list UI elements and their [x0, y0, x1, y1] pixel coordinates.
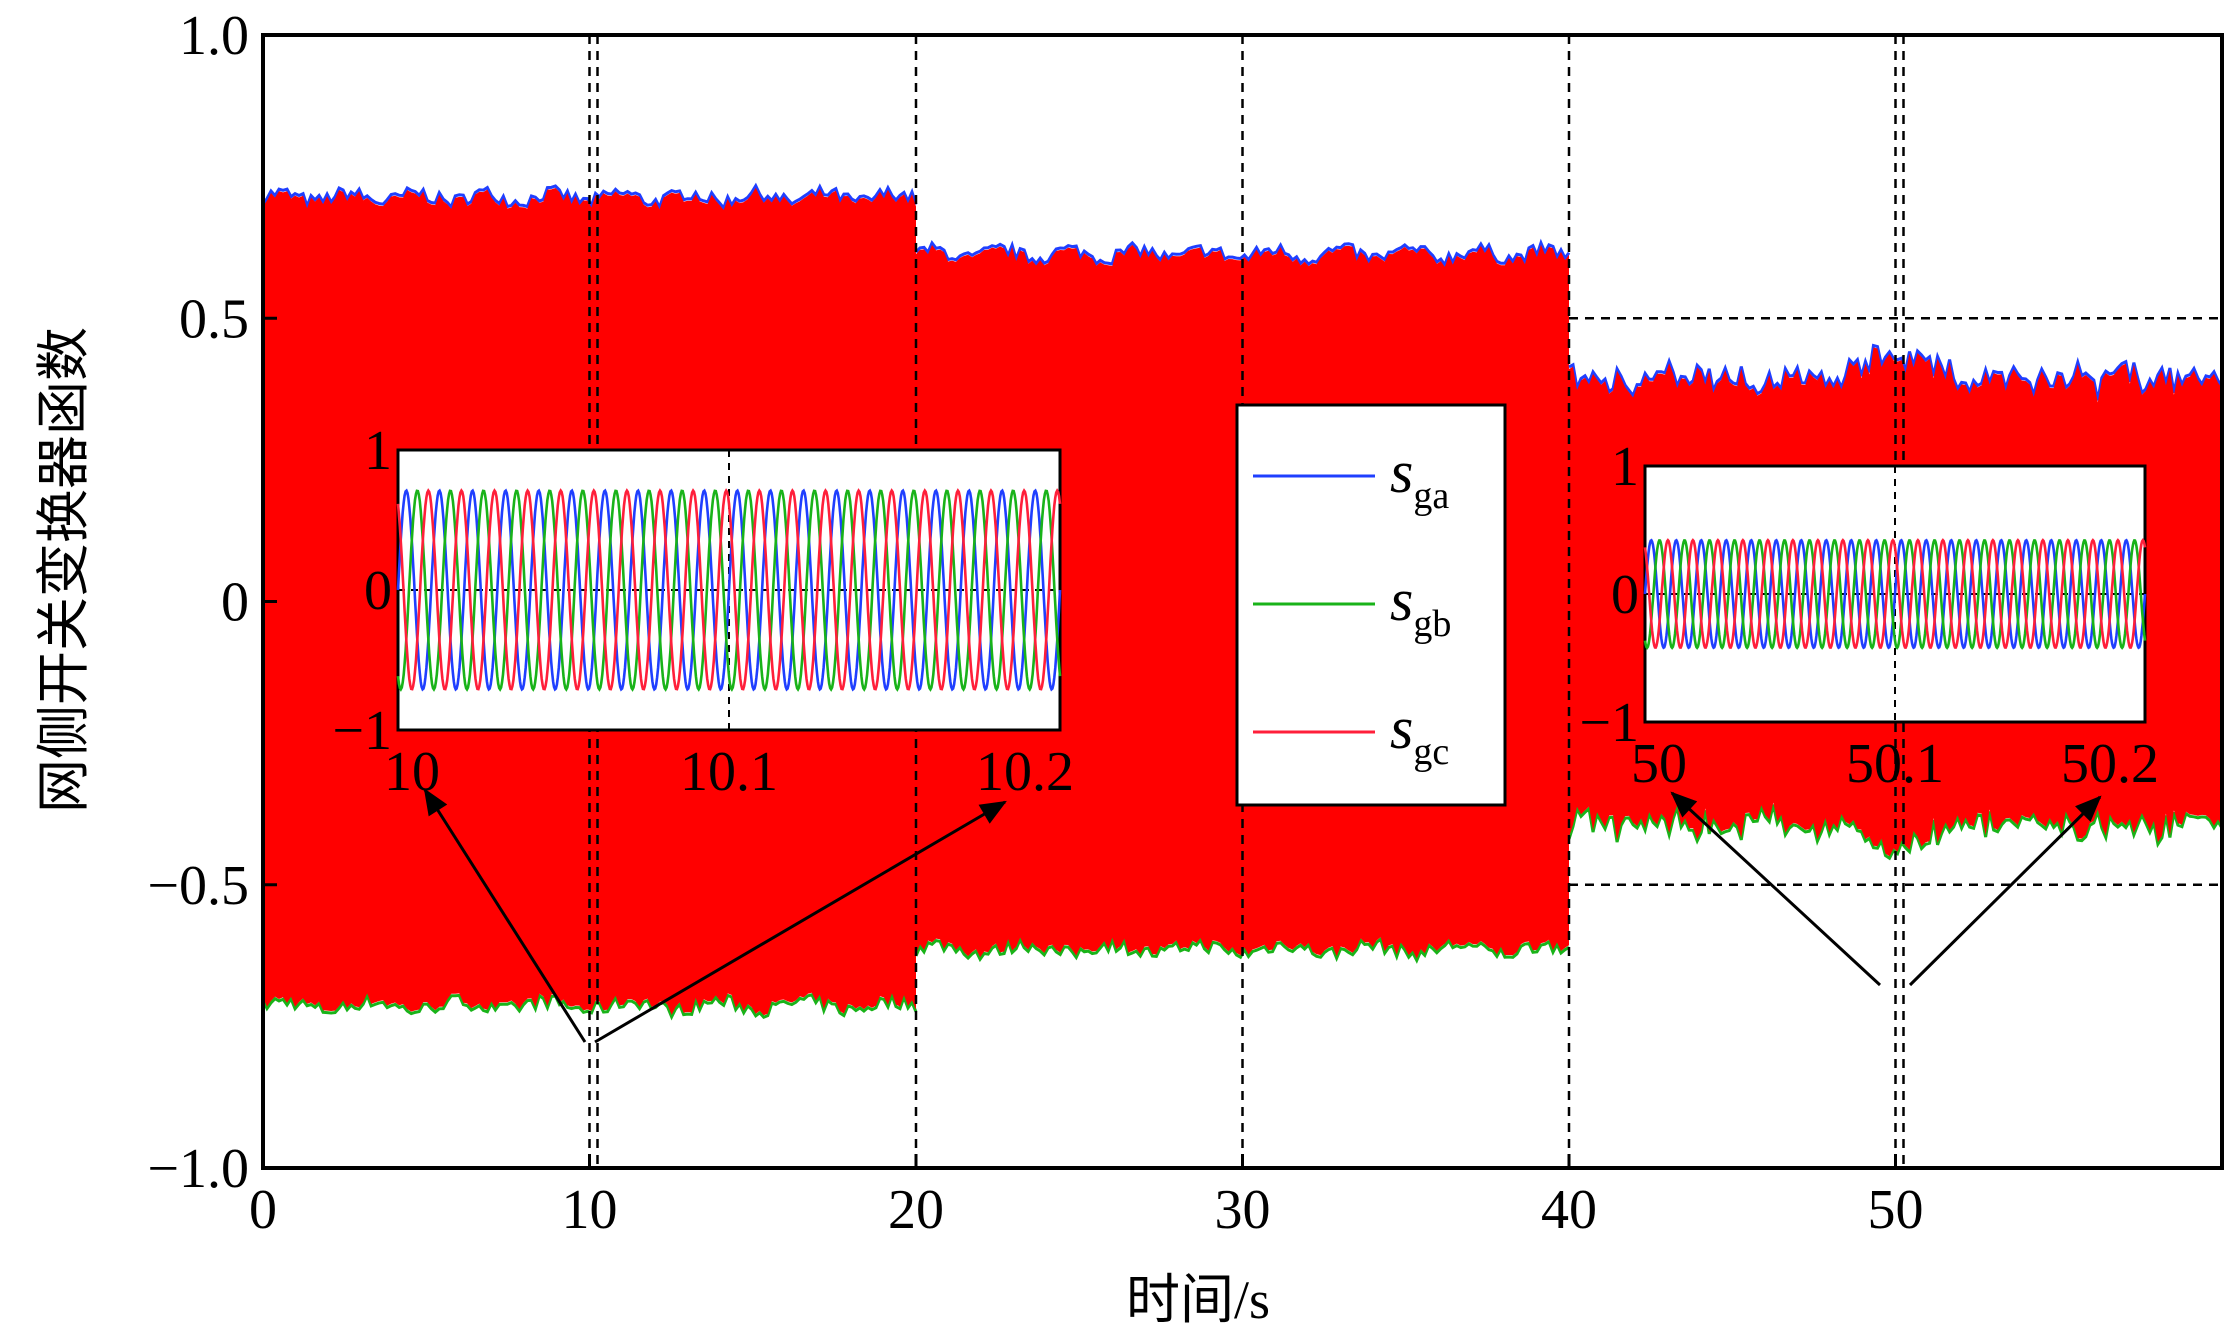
inset-series-gc [1643, 538, 2147, 650]
x-tick-label: 0 [249, 1179, 277, 1241]
inset-x-tick-label: 10 [384, 741, 440, 803]
envelope-rim-top [914, 238, 1571, 269]
callout-arrow-2 [1670, 791, 1882, 987]
y-tick-label: −1.0 [147, 1138, 249, 1200]
inset-left: 10 10.1 10.210−1 [332, 420, 1074, 803]
x-tick-label: 40 [1541, 1179, 1597, 1241]
x-tick-label: 50 [1868, 1179, 1924, 1241]
y-tick-label: −0.5 [147, 855, 249, 917]
inset-series-ga [1643, 538, 2147, 650]
inset-x-tick-label: 10.2 [976, 741, 1074, 803]
inset-y-tick-label: 1 [1611, 436, 1639, 498]
y-tick-label: 0.5 [179, 288, 249, 350]
inset-x-tick-label: 50.1 [1846, 733, 1944, 795]
insets: 10 10.1 10.210−150 50.1 50.210−1 [332, 420, 2159, 803]
inset-series-gb [1643, 538, 2147, 650]
x-axis-label: 时间/s [1126, 1270, 1270, 1330]
inset-right: 50 50.1 50.2 1 0 −1 [1579, 436, 2159, 795]
legend-subscript: ga [1413, 475, 1449, 517]
legend-subscript: gb [1413, 603, 1451, 645]
inset-y-tick-label: −1 [1579, 692, 1639, 754]
inset-series-gb [396, 489, 1062, 692]
x-tick-label: 20 [888, 1179, 944, 1241]
inset-x-tick-label: 10.1 [680, 741, 778, 803]
y-tick-label: 1.0 [179, 5, 249, 67]
inset-y-tick-label: 0 [1611, 564, 1639, 626]
inset-y-tick-label: 1 [364, 420, 392, 482]
callout-arrow-3 [1908, 795, 2102, 987]
inset-y-tick-label: 0 [364, 560, 392, 622]
inset-series-gc [396, 488, 1062, 691]
callout-arrows [423, 788, 2102, 1044]
x-tick-label: 30 [1215, 1179, 1271, 1241]
x-tick-label: 10 [562, 1179, 618, 1241]
inset-x-tick-label: 50 [1631, 733, 1687, 795]
legend-subscript: gc [1413, 731, 1449, 773]
inset-x-tick-label: 50.2 [2061, 733, 2159, 795]
inset-y-tick-label: −1 [332, 700, 392, 762]
y-axis-label: 网侧开关变换器函数 [34, 327, 94, 813]
y-tick-label: 0 [221, 572, 249, 634]
callout-arrow-0 [423, 788, 587, 1043]
callout-arrow-1 [594, 800, 1007, 1044]
inset-series-ga [396, 488, 1062, 692]
